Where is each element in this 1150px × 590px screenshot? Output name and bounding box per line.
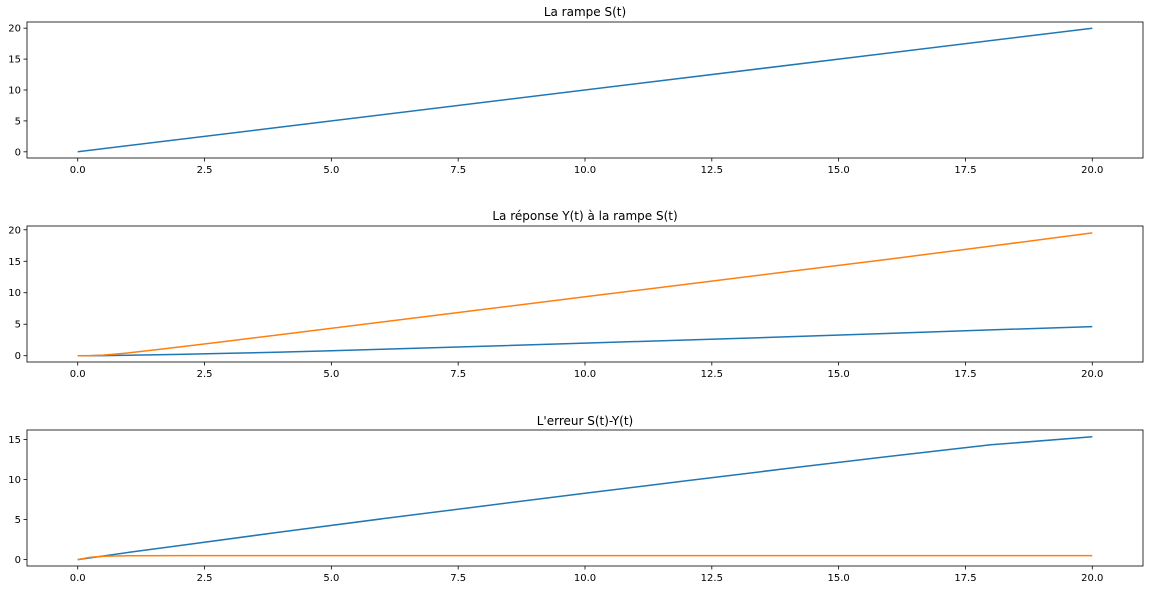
subplot-2-xtick-label: 12.5 xyxy=(701,369,723,380)
subplot-2-xtick-label: 10.0 xyxy=(574,369,596,380)
subplot-2-ytick-label: 0 xyxy=(15,351,21,362)
subplot-2-xtick-label: 15.0 xyxy=(828,369,850,380)
subplot-1-ytick-label: 10 xyxy=(8,86,21,97)
subplot-3-xtick-label: 17.5 xyxy=(954,573,976,584)
subplot-3-xtick-label: 12.5 xyxy=(701,573,723,584)
subplot-1-xtick-label: 12.5 xyxy=(701,165,723,176)
subplot-2-xtick-label: 17.5 xyxy=(954,369,976,380)
subplot-1-ytick-label: 20 xyxy=(8,24,21,35)
subplot-1-xtick-label: 2.5 xyxy=(197,165,213,176)
subplot-2: La réponse Y(t) à la rampe S(t) 0.0 2.5 5.… xyxy=(8,209,1144,380)
subplot-1-xtick-label: 5.0 xyxy=(323,165,339,176)
subplot-2-xtick-label: 7.5 xyxy=(450,369,466,380)
subplot-1-xtick-label: 17.5 xyxy=(954,165,976,176)
subplot-3-lines xyxy=(77,436,1093,561)
subplot-1-title: La rampe S(t) xyxy=(544,5,626,19)
subplot-3-title: L'erreur S(t)-Y(t) xyxy=(537,414,634,428)
subplot-1-xticks: 0.0 2.5 5.0 7.5 10.0 12.5 15.0 17.5 20.0 xyxy=(70,158,1103,176)
subplot-1-ytick-label: 15 xyxy=(8,55,21,66)
subplot-2-ytick-label: 20 xyxy=(8,225,21,236)
subplot-3-ytick-label: 10 xyxy=(8,475,21,486)
subplot-1-xtick-label: 7.5 xyxy=(450,165,466,176)
subplot-1-xtick-label: 10.0 xyxy=(574,165,596,176)
subplot-2-xtick-label: 0.0 xyxy=(70,369,86,380)
subplot-2-series-1-line xyxy=(77,325,1093,357)
subplot-3-axes-frame xyxy=(26,429,1144,567)
subplot-2-xticks: 0.0 2.5 5.0 7.5 10.0 12.5 15.0 17.5 20.0 xyxy=(70,362,1103,380)
subplot-2-xtick-label: 20.0 xyxy=(1081,369,1103,380)
subplot-1-lines xyxy=(77,27,1093,153)
subplot-2-ytick-label: 10 xyxy=(8,288,21,299)
subplot-3-xtick-label: 2.5 xyxy=(197,573,213,584)
subplot-1-xtick-label: 15.0 xyxy=(828,165,850,176)
subplot-3-xtick-label: 10.0 xyxy=(574,573,596,584)
subplot-2-ytick-label: 5 xyxy=(15,320,21,331)
subplot-2-yticks: 0 5 10 15 20 xyxy=(8,225,27,362)
subplot-2-series-2-line xyxy=(77,232,1093,357)
subplot-3-xtick-label: 15.0 xyxy=(828,573,850,584)
subplot-1-yticks: 0 5 10 15 20 xyxy=(8,24,27,158)
subplot-1-ytick-label: 0 xyxy=(15,147,21,158)
subplot-3-ytick-label: 0 xyxy=(15,555,21,566)
subplot-3-xtick-label: 5.0 xyxy=(323,573,339,584)
subplot-3-ytick-label: 15 xyxy=(8,435,21,446)
subplot-3-xtick-label: 7.5 xyxy=(450,573,466,584)
subplot-1-axes-frame xyxy=(26,21,1144,159)
subplot-3-xtick-label: 20.0 xyxy=(1081,573,1103,584)
subplot-1-xtick-label: 0.0 xyxy=(70,165,86,176)
subplot-3-yticks: 0 5 10 15 xyxy=(8,435,27,566)
subplot-3-series-1-line xyxy=(77,436,1093,561)
subplot-2-axes-frame xyxy=(26,225,1144,363)
subplot-2-xtick-label: 5.0 xyxy=(323,369,339,380)
subplot-3-xtick-label: 0.0 xyxy=(70,573,86,584)
subplot-2-xtick-label: 2.5 xyxy=(197,369,213,380)
subplot-2-lines xyxy=(77,232,1093,357)
subplot-3: L'erreur S(t)-Y(t) 0.0 2.5 5.0 7.5 10.0 12.5 1… xyxy=(8,414,1144,584)
subplot-1-ytick-label: 5 xyxy=(15,116,21,127)
subplot-1-series-1-line xyxy=(77,27,1093,153)
subplot-2-title: La réponse Y(t) à la rampe S(t) xyxy=(492,209,677,223)
subplot-3-xticks: 0.0 2.5 5.0 7.5 10.0 12.5 15.0 17.5 20.0 xyxy=(70,566,1103,584)
subplot-3-series-2-line xyxy=(77,554,1093,561)
subplot-1: La rampe S(t) 0.0 2.5 5.0 7.5 10.0 12.5 15.0 17… xyxy=(8,5,1144,176)
subplot-1-xtick-label: 20.0 xyxy=(1081,165,1103,176)
subplot-2-ytick-label: 15 xyxy=(8,257,21,268)
subplot-3-ytick-label: 5 xyxy=(15,515,21,526)
